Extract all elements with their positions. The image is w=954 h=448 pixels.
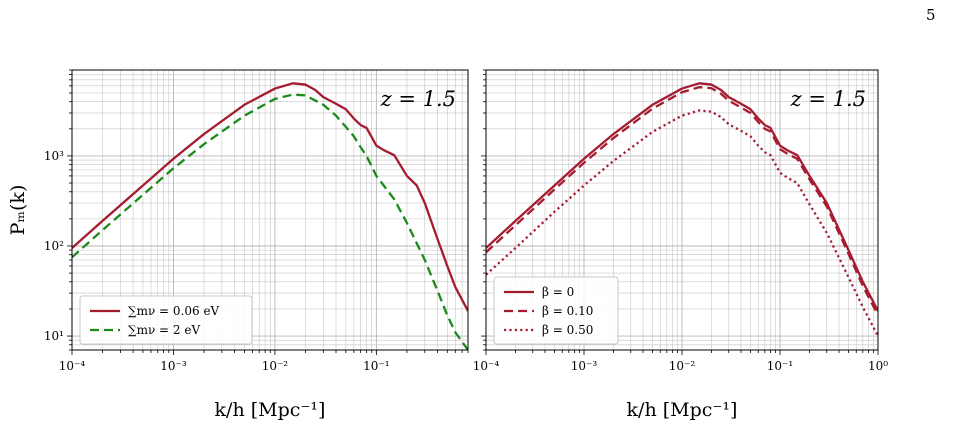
page-number: 5 <box>926 6 936 24</box>
y-tick-label: 10² <box>44 239 64 253</box>
series-line <box>72 93 468 350</box>
series-line <box>486 86 878 316</box>
x-tick-label: 10⁻³ <box>571 359 598 373</box>
left-panel: 10⁻⁴ 10⁻³ 10⁻² 10⁻¹ 10¹ 10² 10³ k/h [Mpc⁻¹] Pₘ(k… <box>7 69 469 421</box>
legend-label: β = 0.10 <box>542 304 593 318</box>
series-line <box>72 82 468 312</box>
x-tick-label: 10⁻¹ <box>363 359 389 373</box>
legend-label: β = 0.50 <box>542 323 593 337</box>
plot-frame <box>485 69 879 351</box>
x-tick-label: 10⁻⁴ <box>473 359 500 373</box>
x-axis-title: k/h [Mpc⁻¹] <box>627 399 738 421</box>
y-tick-label: 10¹ <box>44 329 64 343</box>
x-tick-label: 10⁻³ <box>160 359 187 373</box>
plot-frame <box>71 69 469 351</box>
redshift-annotation: z = 1.5 <box>790 87 866 111</box>
redshift-annotation: z = 1.5 <box>380 87 456 111</box>
x-tick-label: 10⁻² <box>262 359 289 373</box>
legend-label: ∑mν = 0.06 eV <box>128 304 220 318</box>
x-tick-label: 10⁻¹ <box>767 359 793 373</box>
legend: β = 0 β = 0.10 β = 0.50 <box>493 276 619 345</box>
series-line <box>486 82 878 312</box>
y-axis-title: Pₘ(k) <box>7 185 29 236</box>
x-tick-label: 10⁻² <box>669 359 696 373</box>
legend-box <box>493 276 619 345</box>
x-axis-title: k/h [Mpc⁻¹] <box>215 399 326 421</box>
legend: ∑mν = 0.06 eV ∑mν = 2 eV <box>79 295 253 345</box>
y-tick-label: 10³ <box>44 149 64 163</box>
legend-label: β = 0 <box>542 285 574 299</box>
legend-box <box>79 295 253 345</box>
x-tick-label: 10⁰ <box>868 359 888 373</box>
x-tick-label: 10⁻⁴ <box>59 359 86 373</box>
series-line <box>486 109 878 337</box>
legend-label: ∑mν = 2 eV <box>128 323 200 337</box>
right-panel: 10⁻⁴ 10⁻³ 10⁻² 10⁻¹ 10⁰ k/h [Mpc⁻¹] z = 1.5 β =… <box>473 69 888 421</box>
